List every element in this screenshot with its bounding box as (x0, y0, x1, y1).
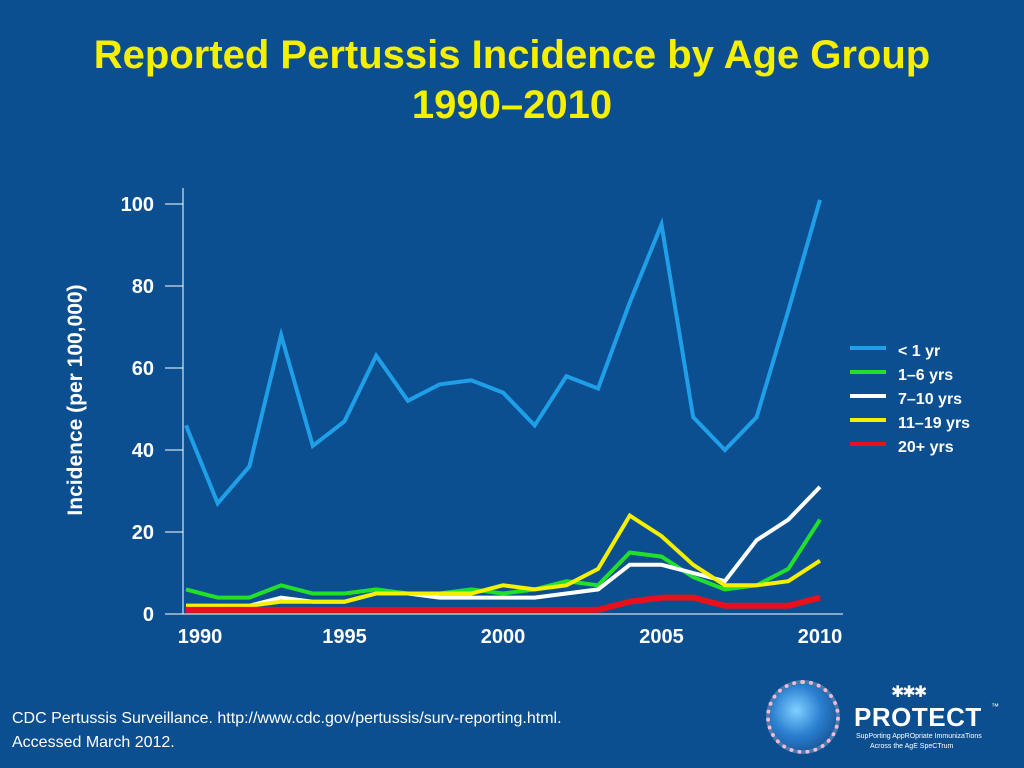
y-tick-label: 60 (132, 358, 154, 380)
legend-label: 11–19 yrs (898, 415, 970, 432)
y-axis-title: Incidence (per 100,000) (64, 284, 87, 515)
source-line1: CDC Pertussis Surveillance. http://www.c… (12, 710, 562, 727)
source-citation: CDC Pertussis Surveillance. http://www.c… (12, 707, 562, 755)
slide-title-line2: 1990–2010 (411, 83, 613, 127)
chart-legend: < 1 yr 1–6 yrs 7–10 yrs 11–19 yrs 20+ yrs (850, 343, 970, 456)
line-chart: 0 20 40 60 80 100 1990 1995 2000 2005 2010 < 1 yr 1… (64, 188, 970, 648)
series-line-1 (185, 518, 822, 600)
y-tick-label: 0 (143, 604, 154, 626)
series-line-0 (184, 199, 822, 508)
legend-label: 7–10 yrs (898, 391, 962, 408)
y-tick-label: 20 (132, 522, 154, 544)
people-figures-icon: ✱✱✱ (891, 682, 927, 701)
slide-title: Reported Pertussis Incidence by Age Grou… (0, 30, 1024, 130)
y-tick-label: 40 (132, 440, 154, 462)
logo-tagline-2: Across the AgE SpeCTrum (870, 743, 954, 750)
legend-label: 20+ yrs (898, 439, 954, 456)
legend-label: 1–6 yrs (898, 367, 953, 384)
series-line-3 (186, 512, 822, 608)
y-tick-label: 80 (132, 276, 154, 298)
logo-ring (766, 680, 840, 754)
y-tick-label: 100 (121, 194, 154, 216)
x-tick-label: 2000 (481, 626, 526, 648)
logo-trademark: ™ (991, 702, 999, 711)
slide-title-line1: Reported Pertussis Incidence by Age Grou… (93, 33, 931, 77)
x-tick-label: 2005 (639, 626, 684, 648)
logo-tagline-1: SupPorting AppROpriate ImmunizaTions (856, 733, 982, 740)
chart-axes: 0 20 40 60 80 100 1990 1995 2000 2005 2010 (121, 188, 843, 648)
chart-series (184, 199, 822, 613)
source-line2: Accessed March 2012. (12, 734, 175, 751)
protect-logo: ✱✱✱ PROTECT ™ SupPorting AppROpriate Imm… (766, 680, 1020, 766)
series-line-4 (186, 594, 821, 613)
x-tick-label: 1995 (322, 626, 367, 648)
x-tick-label: 1990 (178, 626, 223, 648)
globe-icon (770, 684, 836, 750)
legend-label: < 1 yr (898, 343, 940, 360)
x-tick-label: 2010 (798, 626, 843, 648)
logo-wordmark: PROTECT (854, 702, 982, 732)
